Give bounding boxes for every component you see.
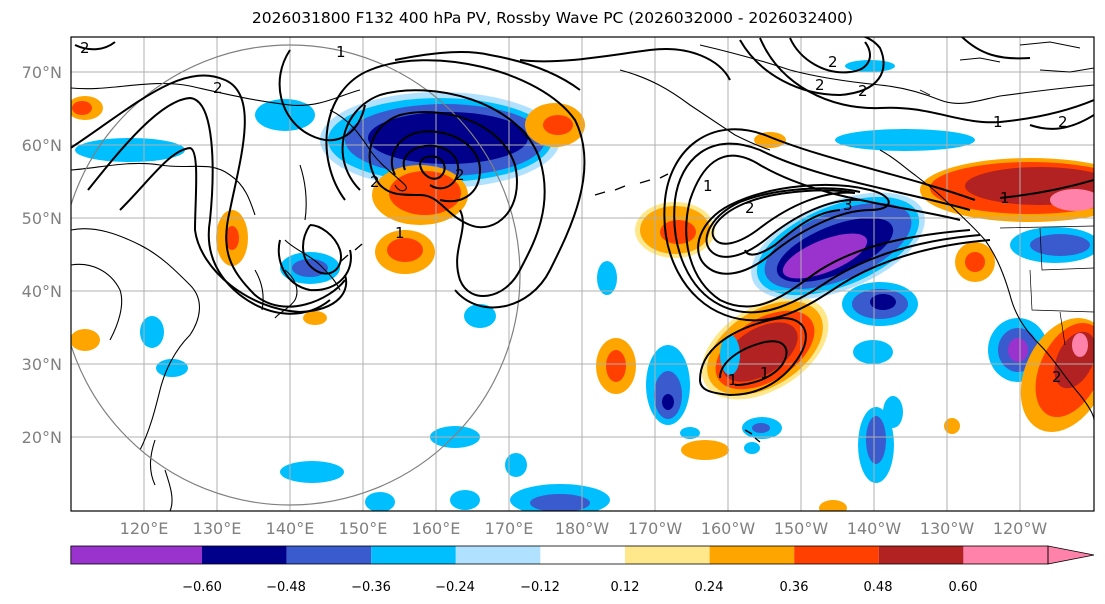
lon-label: 170°W [628,519,683,538]
contour-label: 2 [815,76,825,94]
contour-labels: 2 1 2 2 1 2 2 2 1 2 2 3 1 2 1 1 1 2 [80,39,1068,389]
contour-label: 2 [370,173,380,191]
graticule [71,37,1094,511]
lat-axis: 70°N 60°N 50°N 40°N 30°N 20°N [22,63,62,447]
colorbar-swatch [709,546,795,564]
contour-label: 2 [1058,113,1068,131]
lon-label: 160°W [701,519,756,538]
contour-label: 2 [1052,368,1062,386]
lon-label: 130°E [193,519,242,538]
contour-label: 1 [993,113,1003,131]
pv-contours [71,37,1094,397]
lat-label: 20°N [22,428,62,447]
lat-label: 40°N [22,282,62,301]
contour-label: 1 [1000,189,1010,207]
coastlines [71,41,1094,511]
colorbar-swatch [455,546,541,564]
contour-label: 2 [213,79,223,97]
contour-label: 2 [455,166,465,184]
colorbar: −0.60 −0.48 −0.36 −0.24 −0.12 0.12 0.24 … [70,545,1095,595]
colorbar-extend-max [1047,545,1095,565]
colorbar-frame [70,545,1049,565]
contour-label: 1 [703,177,713,195]
lon-label: 120°W [993,519,1048,538]
contour-label: 2 [745,199,755,217]
contour-label: 1 [336,43,346,61]
lon-label: 170°E [485,519,534,538]
colorbar-ticks: −0.60 −0.48 −0.36 −0.24 −0.12 0.12 0.24 … [182,580,977,595]
contour-label: 1 [728,371,738,389]
lat-label: 30°N [22,355,62,374]
lon-label: 140°E [266,519,315,538]
lon-label: 160°E [412,519,461,538]
colorbar-tick-label: −0.60 [182,580,222,595]
colorbar-tick-label: 0.60 [949,580,978,595]
contour-label: 1 [395,224,405,242]
colorbar-swatch [202,546,287,564]
colorbar-tick-label: −0.12 [520,580,560,595]
colorbar-tick-label: 0.36 [780,580,809,595]
lat-label: 60°N [22,136,62,155]
colorbar-tick-label: 0.12 [611,580,640,595]
colorbar-swatch [540,546,625,564]
colorbar-swatch [963,546,1048,564]
colorbar-swatch [878,546,964,564]
colorbar-tick-label: 0.48 [864,580,893,595]
range-ring [71,44,521,506]
contour-label: 3 [843,196,853,214]
contour-label: 2 [828,53,838,71]
colorbar-tick-label: −0.24 [435,580,475,595]
lon-axis: 120°E 130°E 140°E 150°E 160°E 170°E 180°… [120,519,1048,538]
contour-label: 2 [858,82,868,100]
contour-label: 2 [80,39,90,57]
colorbar-tick-label: −0.36 [351,580,391,595]
lon-label: 140°W [847,519,902,538]
colorbar-swatch [371,546,456,564]
map-title: 2026031800 F132 400 hPa PV, Rossby Wave … [251,9,854,27]
colorbar-swatch [286,546,372,564]
lat-label: 70°N [22,63,62,82]
lon-label: 120°E [120,519,169,538]
colorbar-swatch [794,546,879,564]
lon-label: 150°W [774,519,829,538]
pv-anomaly-fill [71,60,1094,511]
colorbar-tick-label: 0.24 [695,580,724,595]
lon-label: 180°W [555,519,610,538]
lon-label: 130°W [920,519,975,538]
contour-label: 1 [760,364,770,382]
colorbar-swatch [70,546,203,564]
colorbar-tick-label: −0.48 [266,580,306,595]
lat-label: 50°N [22,209,62,228]
lon-label: 150°E [339,519,388,538]
colorbar-swatch [625,546,710,564]
map-frame [70,36,1095,512]
